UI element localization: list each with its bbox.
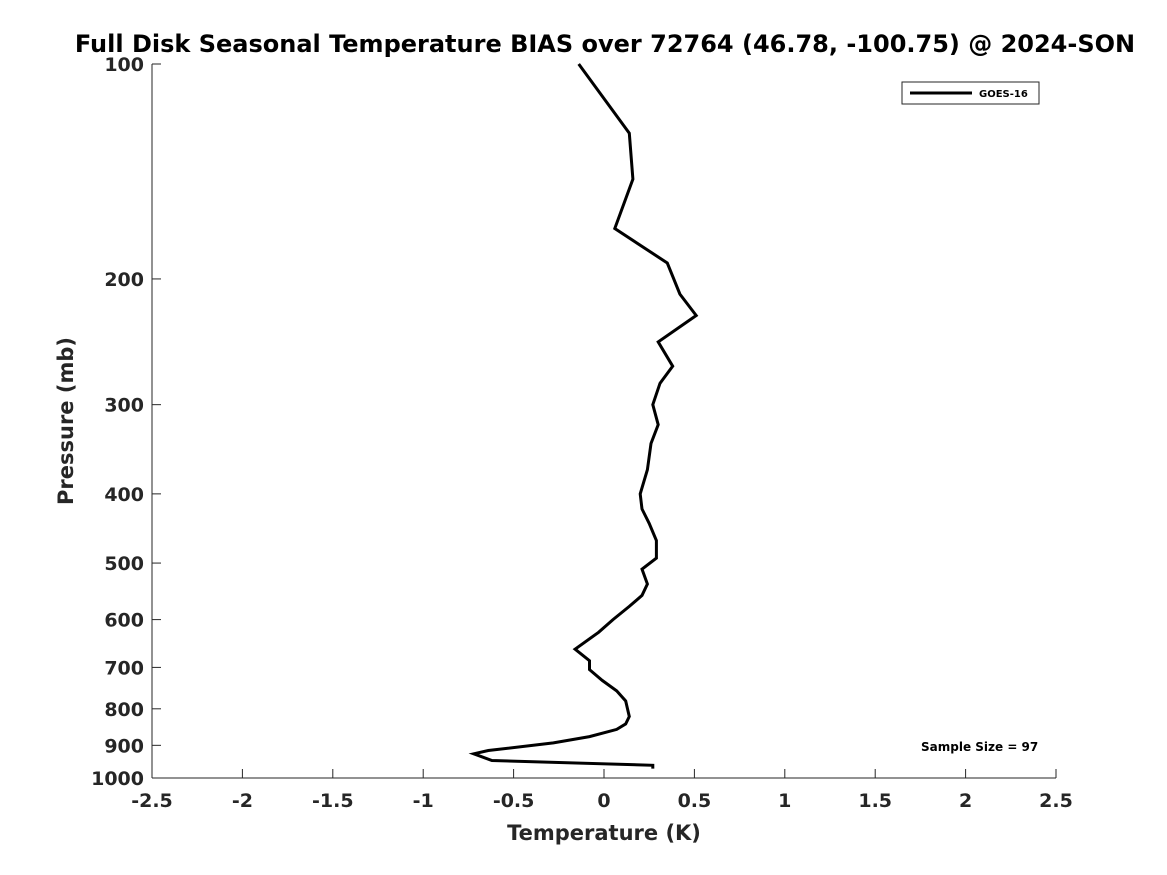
y-axis-label: Pressure (mb) [54, 337, 78, 505]
x-tick-label: 0.5 [678, 790, 712, 812]
x-axis-ticks: -2.5 -2 -1.5 -1 -0.5 0 0.5 1 1.5 2 2.5 [131, 769, 1073, 812]
y-tick-label: 900 [104, 735, 144, 757]
x-tick-label: 1.5 [858, 790, 892, 812]
x-tick-label: -2.5 [131, 790, 173, 812]
legend: GOES-16 [901, 81, 1040, 105]
y-tick-label: 300 [104, 395, 144, 417]
series-layer [468, 63, 699, 769]
sample-size-annotation: Sample Size = 97 [921, 740, 1038, 754]
y-tick-label: 500 [104, 553, 144, 575]
x-tick-label: -1 [413, 790, 434, 812]
y-axis-ticks: 100 200 300 400 500 600 700 800 900 1000 [91, 54, 161, 790]
legend-label-goes-16: GOES-16 [979, 89, 1028, 100]
x-tick-label: 1 [778, 790, 791, 812]
y-tick-label: 100 [104, 54, 144, 76]
x-tick-label: -2 [232, 790, 253, 812]
x-tick-label: -0.5 [493, 790, 535, 812]
series-line-goes-16 [468, 63, 699, 769]
chart-title: Full Disk Seasonal Temperature BIAS over… [75, 30, 1135, 58]
x-tick-label: 2.5 [1039, 790, 1073, 812]
x-axis-label: Temperature (K) [507, 821, 701, 845]
y-tick-label: 1000 [91, 768, 144, 790]
y-tick-label: 600 [104, 610, 144, 632]
x-tick-label: 2 [959, 790, 972, 812]
y-tick-label: 800 [104, 699, 144, 721]
x-tick-label: 0 [597, 790, 610, 812]
x-tick-label: -1.5 [312, 790, 354, 812]
y-tick-label: 200 [104, 269, 144, 291]
y-tick-label: 400 [104, 484, 144, 506]
plot-area [152, 64, 1056, 778]
y-tick-label: 700 [104, 657, 144, 679]
